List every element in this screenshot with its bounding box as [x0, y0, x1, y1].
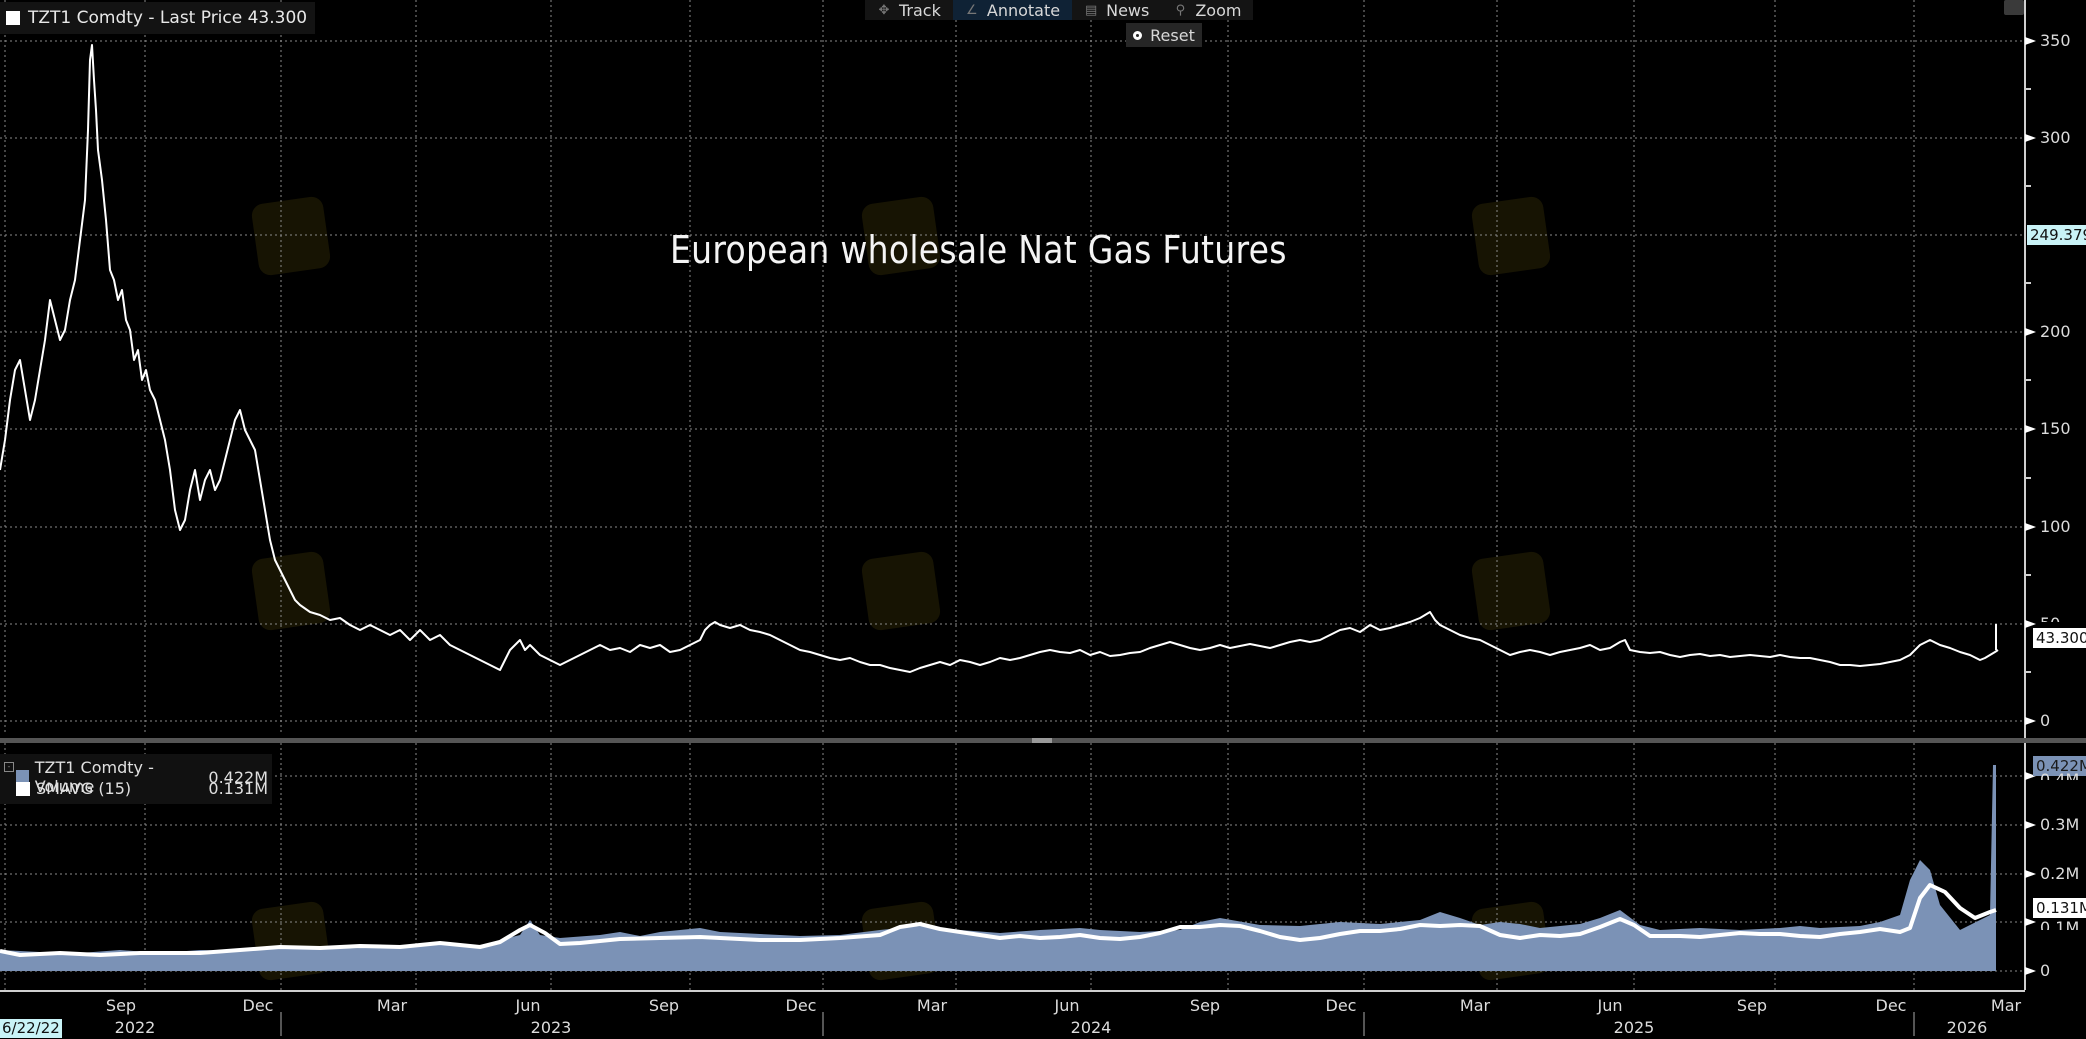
price-legend-label: TZT1 Comdty - Last Price 43.300: [28, 8, 308, 28]
y-tick-0.4M: 0.4M: [2040, 770, 2080, 780]
x-tick-month: Mar: [376, 996, 408, 1015]
x-tick-month: Dec: [785, 996, 817, 1015]
x-tick-month: Mar: [1990, 996, 2022, 1015]
x-tick-year: 2023: [530, 1018, 572, 1037]
x-tick-month: Jun: [515, 996, 541, 1015]
axis-scale-button[interactable]: [2004, 0, 2024, 15]
radio-icon: [1133, 30, 1143, 40]
price-swatch: [6, 11, 20, 25]
volume-y-axis: [2024, 743, 2036, 990]
x-tick-year: 2026: [1946, 1018, 1988, 1037]
x-tick-month: Dec: [1325, 996, 1357, 1015]
volume-bars: [0, 765, 1996, 971]
x-tick-month: Jun: [1054, 996, 1080, 1015]
smavg-line: [0, 883, 1997, 957]
pencil-icon: ∠: [966, 2, 978, 18]
volume-legend-row: TZT1 Comdty - Volume 0.422M: [16, 758, 268, 796]
y-tick-0.3M: 0.3M: [2040, 815, 2080, 834]
price-legend[interactable]: TZT1 Comdty - Last Price 43.300: [0, 2, 316, 34]
y-tick-0.2M: 0.2M: [2040, 864, 2080, 883]
x-tick-month: Sep: [1736, 996, 1768, 1015]
x-tick-month: Sep: [648, 996, 680, 1015]
y-tick-0.1M: 0.1M: [2040, 918, 2080, 930]
pane-divider-grip[interactable]: [1032, 738, 1052, 743]
magnifier-icon: ⚲: [1175, 2, 1186, 18]
y-tick-150: 150: [2040, 419, 2071, 438]
chart-toolbar: ✥ Track ∠ Annotate ▤ News ⚲ Zoom: [865, 0, 1254, 20]
annotate-button[interactable]: ∠ Annotate: [952, 0, 1073, 20]
crosshair-icon: ✥: [878, 2, 890, 18]
collapse-icon[interactable]: -: [4, 762, 14, 772]
x-tick-month: Mar: [1459, 996, 1491, 1015]
x-tick-year: 2024: [1070, 1018, 1112, 1037]
x-tick-month: Dec: [1875, 996, 1907, 1015]
x-axis: [0, 990, 2025, 1036]
volume-legend[interactable]: - TZT1 Comdty - Volume 0.422M SMAVG (15)…: [0, 754, 272, 804]
x-tick-month: Mar: [916, 996, 948, 1015]
smavg-swatch: [16, 781, 30, 796]
x-tick-month: Sep: [1189, 996, 1221, 1015]
price-line: [0, 44, 1999, 673]
price-y-axis: [2024, 0, 2036, 738]
x-tick-year: 2022: [114, 1018, 156, 1037]
chart-annotation[interactable]: European wholesale Nat Gas Futures: [670, 228, 1287, 272]
x-tick-year: 2025: [1613, 1018, 1655, 1037]
smavg-legend-row: SMAVG (15) 0.131M: [16, 779, 268, 798]
watermark: [251, 196, 1551, 981]
news-icon: ▤: [1084, 2, 1098, 18]
start-date-tag: 6/22/22: [0, 1019, 62, 1038]
y-tick-200: 200: [2040, 322, 2071, 341]
y-tick-0: 0: [2040, 961, 2051, 980]
x-tick-month: Jun: [1597, 996, 1623, 1015]
y-tick-100: 100: [2040, 517, 2071, 536]
x-tick-month: Sep: [105, 996, 137, 1015]
y-tick-350: 350: [2040, 31, 2071, 50]
smavg-value-tag: 0.131M: [2033, 898, 2086, 918]
crosshair-value-tag: 249.379: [2027, 225, 2086, 245]
y-tick-300: 300: [2040, 128, 2071, 147]
x-tick-month: Dec: [242, 996, 274, 1015]
last-price-tag: 43.300: [2033, 628, 2086, 648]
reset-button[interactable]: Reset: [1126, 23, 1202, 47]
volume-swatch: [16, 770, 29, 784]
track-button[interactable]: ✥ Track: [878, 0, 941, 20]
y-tick-50: 50: [2040, 614, 2060, 622]
volume-value-tag: 0.422M: [2033, 756, 2086, 776]
y-tick-0: 0: [2040, 711, 2051, 730]
zoom-button[interactable]: ⚲ Zoom: [1161, 0, 1253, 20]
news-button[interactable]: ▤ News: [1084, 0, 1150, 20]
